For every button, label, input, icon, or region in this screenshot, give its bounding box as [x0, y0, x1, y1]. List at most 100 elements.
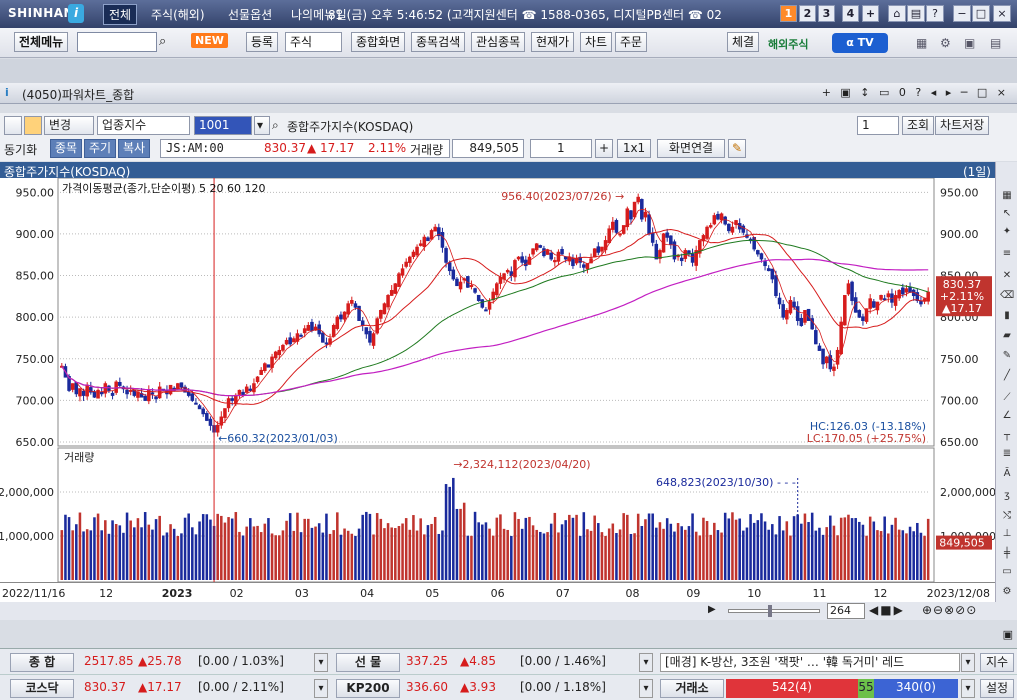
erase-tool-icon[interactable]: ✕	[1002, 270, 1012, 281]
top-menu-overseas-stock[interactable]: 주식(해외)	[151, 8, 205, 22]
overview-button[interactable]: 종합화면	[351, 32, 406, 52]
inquiry-button[interactable]: 조회	[902, 116, 935, 135]
stock-search-button[interactable]: 종목검색	[411, 32, 466, 52]
trend-line-icon[interactable]: ⟋	[1003, 392, 1011, 403]
kospi-dropdown-icon[interactable]: ▾	[314, 653, 328, 672]
sector-index-select[interactable]: 업종지수	[97, 116, 190, 135]
calculator-icon[interactable]: ▦	[916, 36, 928, 50]
alpha-tv-button[interactable]: α TV	[832, 33, 888, 53]
playback-controls[interactable]: ◀■▶	[869, 603, 905, 617]
execution-button[interactable]: 체결	[727, 32, 760, 52]
new-badge[interactable]: NEW	[191, 33, 228, 48]
color-tool-icon[interactable]: ▰	[1003, 330, 1011, 341]
period-tool-icon[interactable]: ⊥	[1002, 528, 1012, 539]
add-chart-button[interactable]: +	[595, 139, 613, 158]
candle-body	[201, 408, 205, 415]
tool-settings-icon[interactable]: ⚙	[1002, 586, 1012, 597]
magnet-tool-icon[interactable]: ✦	[1002, 226, 1012, 237]
candle-body	[411, 251, 416, 257]
kosdaq-dropdown-icon[interactable]: ▾	[314, 679, 328, 698]
volume-bar	[731, 512, 734, 580]
eraser-icon[interactable]: ⌫	[1000, 290, 1015, 301]
gann-tool-icon[interactable]: ⤭	[1003, 510, 1011, 521]
print-icon[interactable]: ▤	[907, 5, 925, 22]
kp200-dropdown-icon[interactable]: ▾	[639, 679, 653, 698]
marker-icon[interactable]: ▮	[1004, 310, 1010, 321]
news-ticker[interactable]: [매경] K-방산, 3조원 '잭팟' … '韓 독거미' 레드	[660, 653, 960, 672]
stock-type-select[interactable]: 주식	[285, 32, 342, 52]
code-search-icon[interactable]: ⌕	[272, 118, 279, 132]
chart-type-icon[interactable]	[24, 116, 42, 135]
watchlist-button[interactable]: 관심종목	[471, 32, 526, 52]
zoom-slider-thumb[interactable]	[768, 605, 772, 617]
menu-search-input[interactable]	[77, 32, 157, 52]
minimize-icon[interactable]: −	[953, 5, 971, 22]
all-tools-icon[interactable]: ≡	[1002, 248, 1012, 259]
home-icon[interactable]: ⌂	[888, 5, 906, 22]
top-menu-futures-options[interactable]: 선물옵션	[228, 8, 273, 22]
change-select[interactable]: 변경	[44, 116, 94, 135]
tab-period[interactable]: 주기	[84, 139, 117, 158]
search-icon[interactable]: ⌕	[159, 34, 167, 49]
zoom-count-input[interactable]: 264	[827, 603, 865, 619]
index-code-input[interactable]: 1001	[194, 116, 252, 135]
kospi-label[interactable]: 종 합	[10, 653, 74, 672]
add-screen-button[interactable]: +	[862, 5, 879, 22]
top-menu-my-menu[interactable]: 나의메뉴1	[291, 8, 343, 22]
pen-icon[interactable]: ✎	[728, 139, 746, 158]
pen-tool-icon[interactable]: ✎	[1002, 350, 1012, 361]
screen-link-button[interactable]: 화면연결	[657, 139, 725, 158]
box-tool-icon[interactable]: ▭	[1002, 566, 1012, 577]
save-chart-button[interactable]: 차트저장	[935, 116, 990, 135]
overseas-stock-link[interactable]: 해외주식	[768, 38, 809, 51]
close-icon[interactable]: ×	[993, 5, 1011, 22]
grid-tool-icon[interactable]: ▦	[1002, 190, 1012, 201]
panel-toggle-icon[interactable]	[4, 116, 22, 135]
screen-4-button[interactable]: 4	[842, 5, 859, 22]
angle-tool-icon[interactable]: ∠	[1002, 410, 1012, 421]
fibonacci-icon[interactable]: ≣	[1002, 448, 1012, 459]
all-menu-button[interactable]: 전체메뉴	[14, 32, 69, 52]
period-count-select[interactable]: 1	[857, 116, 899, 135]
count-select[interactable]: 1	[530, 139, 592, 158]
screen-3-button[interactable]: 3	[818, 5, 835, 22]
settings-button[interactable]: 설정	[980, 679, 1014, 698]
horizontal-line-icon[interactable]: ┬	[1003, 430, 1011, 441]
tab-stock[interactable]: 종목	[50, 139, 83, 158]
futures-label[interactable]: 선 물	[336, 653, 400, 672]
code-dropdown-icon[interactable]: ▾	[254, 116, 270, 135]
chart-button[interactable]: 차트	[580, 32, 613, 52]
price-chart-area[interactable]: 950.00 950.00 900.00 900.00 850.00 850.00 800.…	[0, 177, 996, 583]
window-layout-icon[interactable]: ▣	[964, 36, 976, 50]
news-dropdown-icon[interactable]: ▾	[961, 653, 975, 672]
settings-gear-icon[interactable]: ⚙	[940, 36, 951, 50]
window-split-icon[interactable]: ▤	[990, 36, 1002, 50]
window-controls[interactable]: + ▣ ↕ ▭ 0 ? ◂ ▸ ─ □ ×	[821, 86, 1009, 99]
zoom-controls[interactable]: ⊕⊖⊗⊘⊙	[922, 603, 978, 617]
layout-button[interactable]: 1x1	[617, 139, 651, 158]
zoom-slider-track[interactable]	[728, 609, 820, 613]
screen-1-button[interactable]: 1	[780, 5, 797, 22]
expand-icon[interactable]: ▣	[1002, 628, 1013, 641]
kosdaq-label[interactable]: 코스닥	[10, 679, 74, 698]
order-button[interactable]: 주문	[615, 32, 648, 52]
screen-2-button[interactable]: 2	[799, 5, 816, 22]
help-icon[interactable]: ?	[926, 5, 944, 22]
futures-dropdown-icon[interactable]: ▾	[639, 653, 653, 672]
cycle-tool-icon[interactable]: ʒ	[1004, 490, 1010, 501]
top-menu-all[interactable]: 전체	[103, 4, 138, 25]
tab-copy[interactable]: 복사	[118, 139, 151, 158]
volume-bar	[408, 529, 412, 580]
text-tool-icon[interactable]: Ā	[1003, 468, 1011, 479]
line-tool-icon[interactable]: ╱	[1003, 370, 1011, 381]
kp200-label[interactable]: KP200	[336, 679, 400, 698]
exchange-dropdown-icon[interactable]: ▾	[961, 679, 975, 698]
cursor-tool-icon[interactable]: ↖	[1002, 208, 1012, 219]
scroll-right-arrow-icon[interactable]: ▶	[708, 604, 716, 615]
register-button[interactable]: 등록	[246, 32, 279, 52]
channel-tool-icon[interactable]: ╪	[1003, 548, 1011, 559]
index-button[interactable]: 지수	[980, 653, 1014, 672]
exchange-label[interactable]: 거래소	[660, 679, 724, 698]
current-price-button[interactable]: 현재가	[531, 32, 575, 52]
maximize-icon[interactable]: □	[972, 5, 990, 22]
